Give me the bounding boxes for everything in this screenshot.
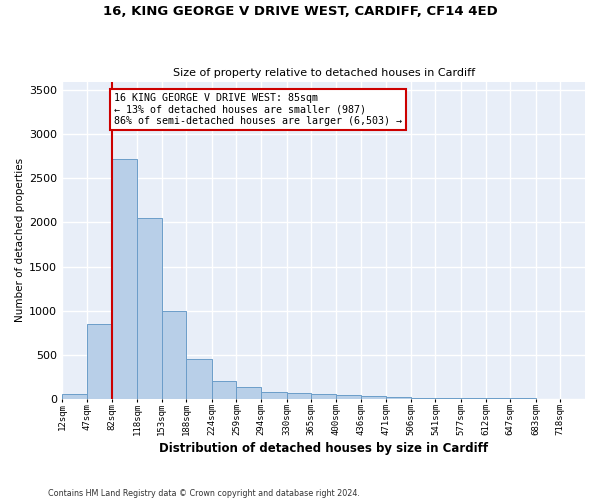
Bar [361,396,386,398]
Text: Contains HM Land Registry data © Crown copyright and database right 2024.: Contains HM Land Registry data © Crown c… [48,488,360,498]
X-axis label: Distribution of detached houses by size in Cardiff: Distribution of detached houses by size … [159,442,488,455]
Bar [311,394,336,398]
Text: 16, KING GEORGE V DRIVE WEST, CARDIFF, CF14 4ED: 16, KING GEORGE V DRIVE WEST, CARDIFF, C… [103,5,497,18]
Bar [112,159,137,398]
Bar [336,394,361,398]
Bar [62,394,87,398]
Bar [287,394,311,398]
Bar [161,310,187,398]
Bar [261,392,287,398]
Bar [386,397,411,398]
Bar [137,218,161,398]
Bar [87,324,112,398]
Bar [236,387,261,398]
Bar [212,381,236,398]
Bar [187,359,212,399]
Y-axis label: Number of detached properties: Number of detached properties [15,158,25,322]
Text: 16 KING GEORGE V DRIVE WEST: 85sqm
← 13% of detached houses are smaller (987)
86: 16 KING GEORGE V DRIVE WEST: 85sqm ← 13%… [113,93,401,126]
Title: Size of property relative to detached houses in Cardiff: Size of property relative to detached ho… [173,68,475,78]
